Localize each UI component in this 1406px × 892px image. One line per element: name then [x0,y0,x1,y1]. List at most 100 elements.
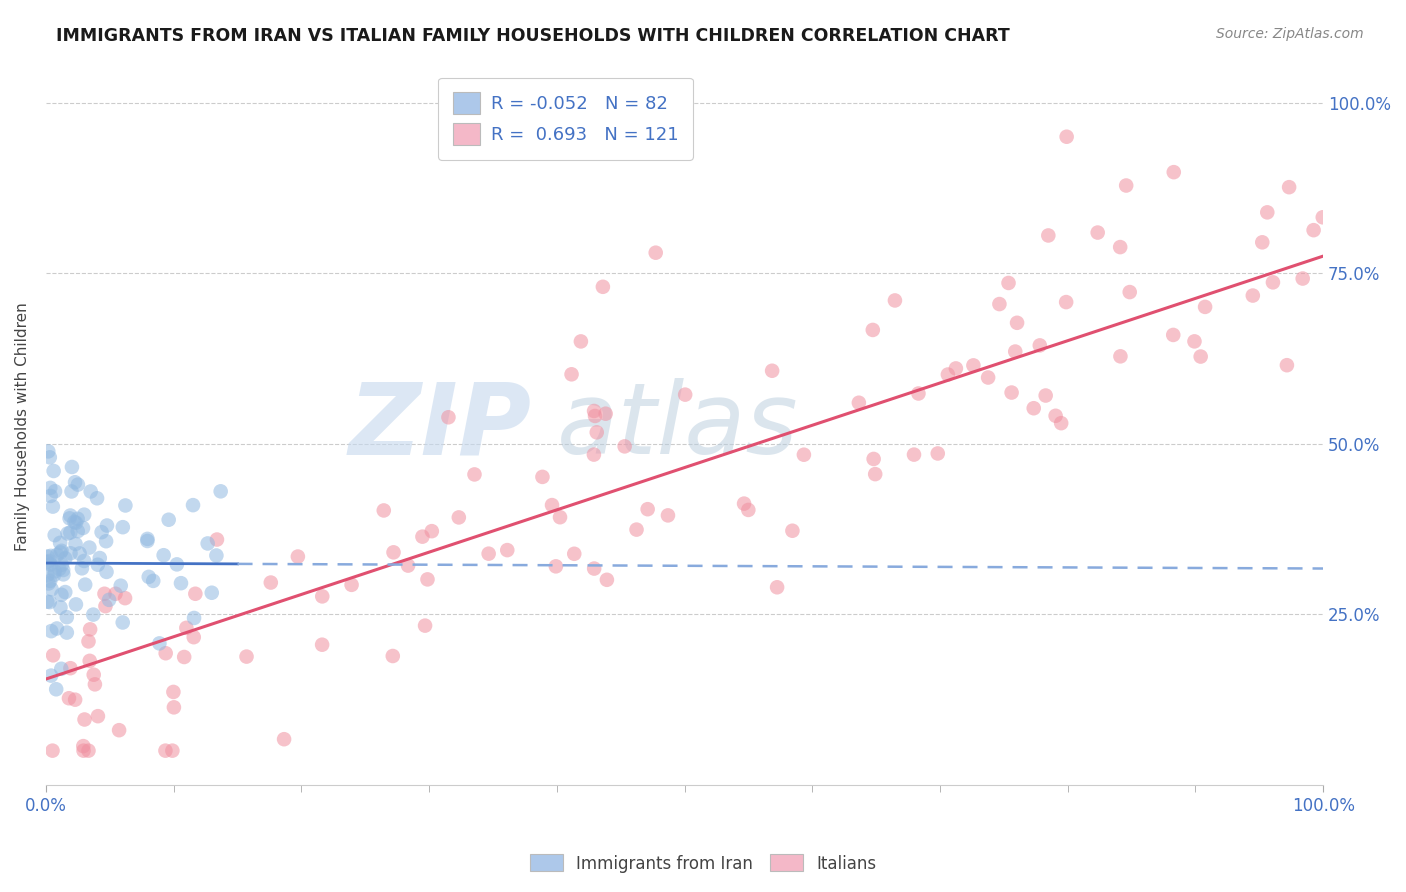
Point [1029,338,1052,352]
Point [49,545,72,559]
Point [1022,401,1045,416]
Point [51,544,73,558]
Point [60,460,83,475]
Point [48,562,70,576]
Point [98,592,121,607]
Point [39,489,62,503]
Point [463,467,485,482]
Point [862,452,884,467]
Point [235,649,257,664]
Point [1119,285,1142,299]
Point [382,545,405,559]
Point [1035,388,1057,402]
Point [114,591,136,606]
Point [65,537,87,551]
Point [561,368,583,382]
Point [170,576,193,591]
Point [381,648,404,663]
Point [782,524,804,538]
Point [205,533,228,547]
Point [1275,358,1298,372]
Point [51,588,73,602]
Point [46,548,69,562]
Point [142,574,165,588]
Point [72,521,94,535]
Point [183,630,205,644]
Point [136,532,159,546]
Point [1161,327,1184,342]
Point [1109,349,1132,363]
Point [907,386,929,401]
Point [37,555,59,569]
Point [87,558,110,572]
Point [66,524,89,538]
Point [42,464,65,478]
Point [72,739,94,753]
Point [75,577,97,591]
Point [997,276,1019,290]
Point [927,446,949,460]
Point [673,387,696,401]
Point [59,661,82,675]
Point [1087,226,1109,240]
Point [155,744,177,758]
Point [181,498,204,512]
Point [79,623,101,637]
Point [110,579,132,593]
Point [79,654,101,668]
Point [176,621,198,635]
Point [82,607,104,622]
Point [65,598,87,612]
Point [862,323,884,337]
Point [89,551,111,566]
Point [478,547,501,561]
Point [72,744,94,758]
Point [77,744,100,758]
Point [41,744,63,758]
Point [79,484,101,499]
Point [51,558,73,572]
Point [45,622,67,636]
Point [45,682,67,697]
Point [761,364,783,378]
Point [1194,300,1216,314]
Point [420,524,443,538]
Point [311,638,333,652]
Point [583,561,606,575]
Point [37,594,59,608]
Point [562,547,585,561]
Point [38,595,60,609]
Point [162,744,184,758]
Point [1251,235,1274,250]
Point [108,723,131,738]
Point [848,396,870,410]
Point [49,600,72,615]
Point [1056,129,1078,144]
Point [541,498,564,512]
Point [1189,350,1212,364]
Point [197,536,219,550]
Point [644,245,666,260]
Point [73,554,96,568]
Point [1261,276,1284,290]
Point [87,709,110,723]
Point [416,573,439,587]
Point [737,503,759,517]
Point [1005,316,1028,330]
Y-axis label: Family Households with Children: Family Households with Children [15,302,30,551]
Point [52,563,75,577]
Point [1115,178,1137,193]
Point [66,477,89,491]
Point [1256,205,1278,219]
Point [38,554,60,568]
Point [413,618,436,632]
Point [396,558,419,573]
Point [166,558,188,572]
Point [42,567,65,582]
Point [582,448,605,462]
Text: Source: ZipAtlas.com: Source: ZipAtlas.com [1216,27,1364,41]
Point [340,578,363,592]
Point [65,516,87,530]
Point [94,599,117,614]
Point [793,448,815,462]
